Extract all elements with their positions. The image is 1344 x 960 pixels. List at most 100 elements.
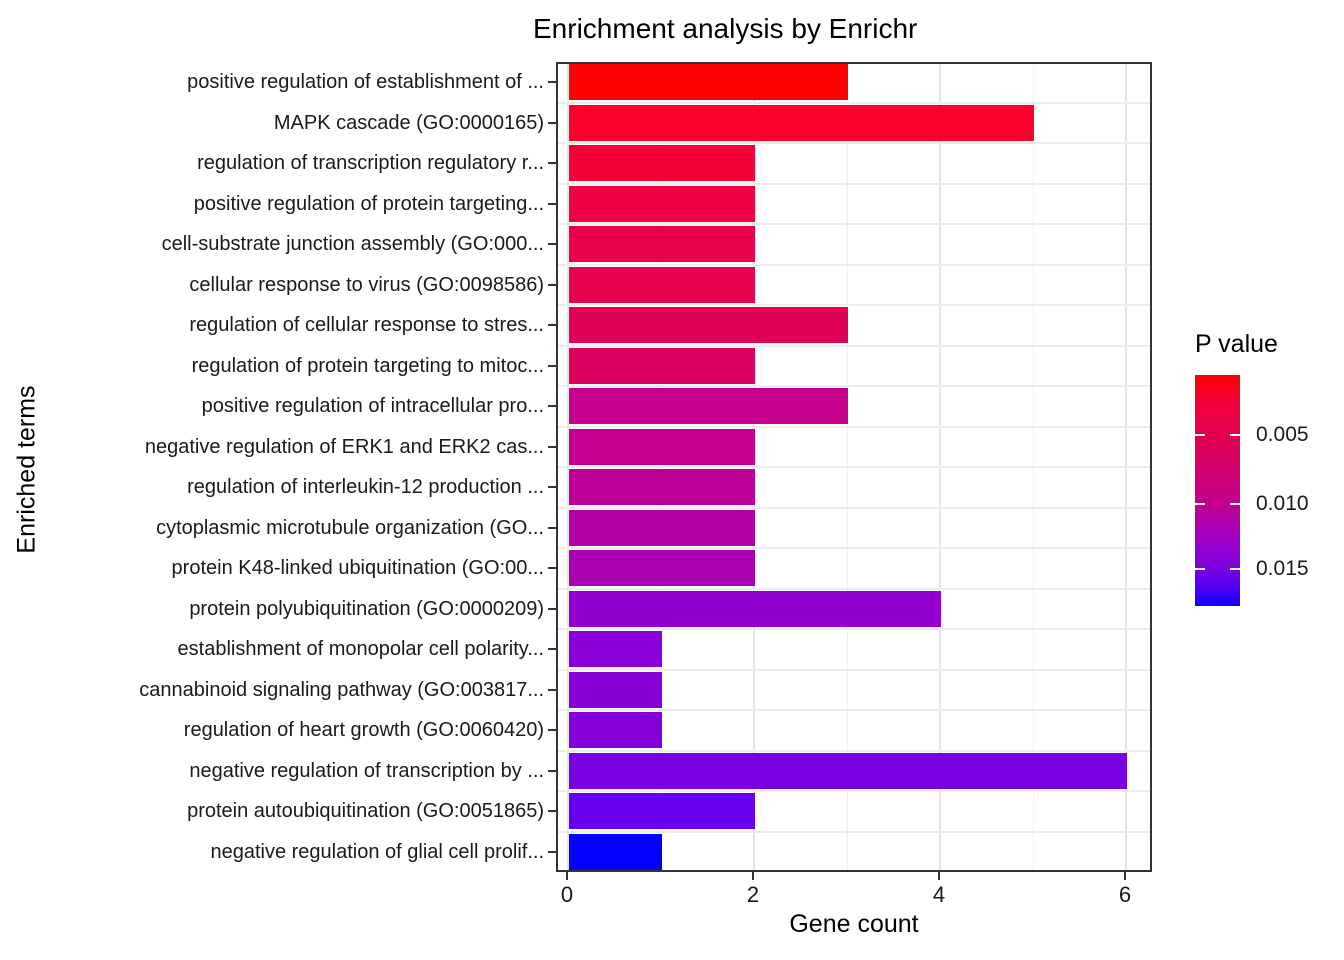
y-axis-tick [548,364,556,367]
gridline-y [558,709,1150,711]
gridline-y [558,628,1150,630]
y-axis-tick [548,405,556,408]
category-label: protein polyubiquitination (GO:0000209) [189,597,544,620]
category-label: protein K48-linked ubiquitination (GO:00… [171,557,544,580]
category-label: regulation of interleukin-12 production … [187,476,544,499]
y-axis-tick [548,850,556,853]
x-axis-tick [938,872,940,880]
y-axis-tick [548,526,556,529]
plot-title: Enrichment analysis by Enrichr [533,13,918,44]
bar [569,631,662,668]
x-axis-tick [1124,872,1126,880]
bar [569,752,1127,789]
y-axis-tick [548,243,556,246]
legend-tick [1195,502,1205,505]
category-label: cellular response to virus (GO:0098586) [189,273,544,296]
category-label: protein autoubiquitination (GO:0051865) [187,800,544,823]
gridline-y [558,668,1150,671]
y-axis-tick [548,607,556,610]
y-axis-tick [548,729,556,732]
gridline-y [558,587,1150,590]
category-label: establishment of monopolar cell polarity… [177,638,544,661]
bar [569,145,755,182]
bar [569,509,755,546]
x-axis-tick-label: 0 [560,882,574,907]
y-axis-tick [548,769,556,772]
y-axis-tick [548,810,556,813]
category-label: regulation of heart growth (GO:0060420) [183,719,544,742]
bar [569,590,941,627]
gridline-y [558,263,1150,266]
category-label: cytoplasmic microtubule organization (GO… [156,516,544,539]
p-value-legend: P value 0.005 0.010 0.015 [1195,330,1344,606]
bar [569,388,848,425]
gridline-y [558,425,1150,428]
category-label: regulation of cellular response to stres… [189,314,544,337]
bar [569,469,755,506]
legend-tick [1195,567,1205,570]
x-axis-tick [566,872,568,880]
gridline-y [558,749,1150,752]
bar [569,347,755,384]
gridline-y [558,182,1150,185]
gridline-y [558,466,1150,468]
y-axis-tick [548,81,556,84]
category-label: MAPK cascade (GO:0000165) [273,111,544,134]
bar [569,266,755,303]
category-label: positive regulation of intracellular pro… [201,395,544,418]
gridline-y [558,547,1150,549]
y-axis-tick [548,202,556,205]
category-label: negative regulation of glial cell prolif… [210,840,544,863]
legend-tick [1230,502,1240,505]
y-axis-tick [548,567,556,570]
plot-panel [556,62,1152,872]
legend-tick-label: 0.010 [1256,491,1309,515]
bar [569,793,755,830]
bar [569,428,755,465]
y-axis-tick [548,688,556,691]
bar [569,671,662,708]
bar [569,550,755,587]
gridline-y [558,385,1150,387]
gridline-y [558,142,1150,144]
y-axis-tick [548,121,556,124]
category-label: positive regulation of establishment of … [187,71,544,94]
category-label: negative regulation of transcription by … [189,759,544,782]
bar [569,64,848,101]
legend-title: P value [1195,330,1278,358]
bar [569,833,662,870]
category-label: regulation of protein targeting to mitoc… [191,354,544,377]
category-label: cannabinoid signaling pathway (GO:003817… [139,678,544,701]
bar [569,226,755,263]
y-axis-tick [548,324,556,327]
x-axis-title: Gene count [789,910,919,938]
gridline-y [558,223,1150,225]
x-axis-tick [752,872,754,880]
gridline-y [558,304,1150,306]
bar [569,712,662,749]
legend-tick-label: 0.005 [1256,423,1309,447]
legend-gradient-bar: 0.005 0.010 0.015 [1195,375,1309,606]
gridline-y [558,506,1150,509]
bar [569,307,848,344]
x-axis-tick-label: 2 [746,882,760,907]
y-axis-title: Enriched terms [12,385,41,554]
legend-tick [1230,434,1240,437]
gridline-y [558,790,1150,792]
category-label: cell-substrate junction assembly (GO:000… [161,233,544,256]
gridline-y [558,101,1150,104]
bar [569,104,1034,141]
category-label: positive regulation of protein targeting… [193,192,544,215]
y-axis-tick [548,486,556,489]
category-label: regulation of transcription regulatory r… [197,152,544,175]
gridline-y [558,830,1150,833]
legend-tick-label: 0.015 [1256,556,1309,580]
bar [569,185,755,222]
legend-tick [1230,567,1240,570]
category-label: negative regulation of ERK1 and ERK2 cas… [144,435,544,458]
gridline-y [558,344,1150,347]
y-axis-tick [548,445,556,448]
legend-tick [1195,434,1205,437]
y-axis-tick [548,162,556,165]
